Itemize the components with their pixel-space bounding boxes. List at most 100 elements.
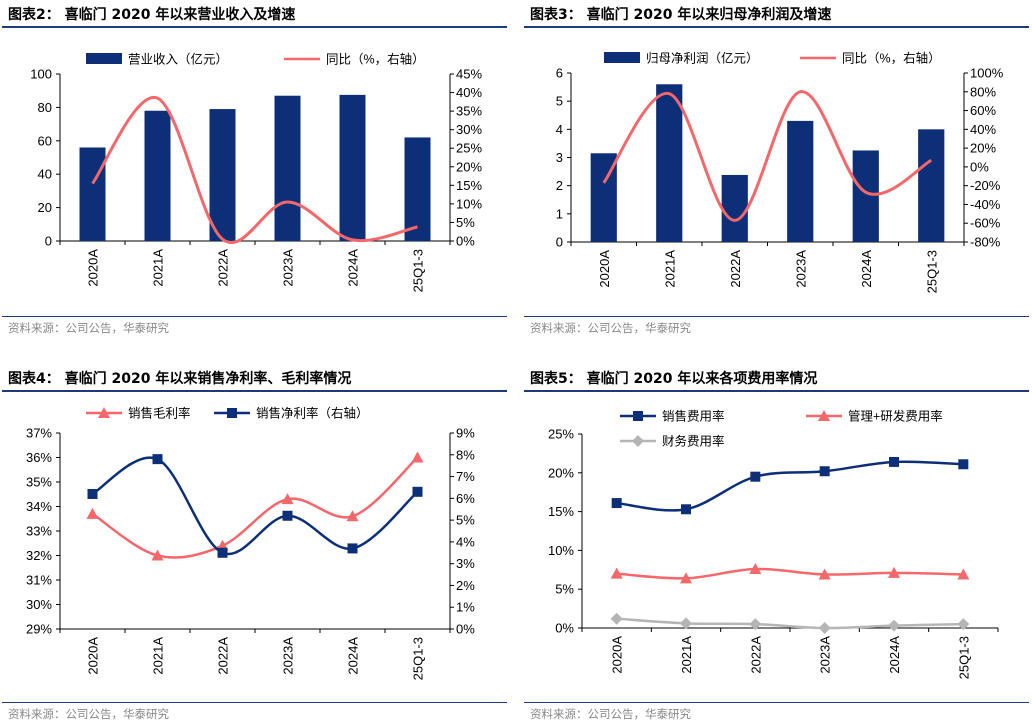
y-tick-label-right: -80% <box>970 235 1001 250</box>
bar <box>787 120 814 242</box>
legend-label: 管理+研发费用率 <box>848 409 943 424</box>
y-tick-label-right: 0% <box>456 622 475 637</box>
data-point-diamond <box>957 618 970 631</box>
y-tick-label-left: 37% <box>26 426 52 441</box>
data-point-diamond <box>610 612 623 625</box>
chart-panel-expense-ratios: 图表5： 喜临门 2020 年以来各项费用率情况 0% 5% 10% 15% 20% 25… <box>524 364 1032 721</box>
legend-marker <box>818 410 830 421</box>
y-tick-label-right: 2% <box>456 578 475 593</box>
y-tick-label-left: 0% <box>555 621 574 636</box>
x-tick-label: 2023A <box>793 250 808 288</box>
y-tick-label-right: 8% <box>456 447 475 462</box>
legend-label: 归母净利润（亿元） <box>646 51 759 66</box>
source-rule <box>524 702 1029 703</box>
y-tick-label-right: 7% <box>456 469 475 484</box>
y-tick-label-right: 0% <box>456 234 475 249</box>
data-point-square <box>611 498 622 509</box>
x-tick-label: 25Q1-3 <box>411 637 426 680</box>
chart-panel-net-profit: 图表3： 喜临门 2020 年以来归母净利润及增速 0 1 2 3 4 5 6 -80% -60… <box>524 0 1032 350</box>
bar <box>852 150 879 242</box>
data-point-square <box>152 454 163 465</box>
x-tick-label: 2020A <box>86 249 101 287</box>
source-rule <box>524 316 1029 317</box>
x-tick-label: 2020A <box>610 636 625 674</box>
y-tick-label-left: 36% <box>26 450 52 465</box>
y-tick-label-right: 40% <box>456 85 482 100</box>
bar <box>721 174 748 242</box>
y-tick-label-left: 100 <box>30 67 52 82</box>
data-point-triangle <box>957 568 970 580</box>
x-tick-label: 2021A <box>662 250 677 288</box>
y-tick-label-right: 4% <box>456 534 475 549</box>
data-point-triangle <box>281 493 294 505</box>
line-series-1 <box>616 567 964 580</box>
legend-label: 销售费用率 <box>662 409 725 424</box>
y-tick-label-right: 60% <box>970 103 996 118</box>
data-point-triangle <box>151 549 164 561</box>
line-series-0 <box>616 460 964 512</box>
source-rule <box>2 316 507 317</box>
y-tick-label-right: 1% <box>456 600 475 615</box>
chart-title: 图表4： 喜临门 2020 年以来销售净利率、毛利率情况 <box>8 371 352 387</box>
y-tick-label-left: 34% <box>26 499 52 514</box>
y-tick-label-left: 15% <box>548 504 574 519</box>
y-tick-label-right: 25% <box>456 141 482 156</box>
y-tick-label-left: 32% <box>26 548 52 563</box>
y-tick-label-right: -60% <box>970 216 1001 231</box>
legend-label: 财务费用率 <box>662 434 725 449</box>
y-tick-label-left: 35% <box>26 475 52 490</box>
y-tick-label-left: 5% <box>555 582 574 597</box>
y-tick-label-right: -40% <box>970 197 1001 212</box>
line-series-0 <box>91 456 419 559</box>
x-tick-label: 2021A <box>151 637 166 675</box>
y-tick-label-left: 31% <box>26 573 52 588</box>
data-point-diamond <box>749 618 762 631</box>
y-tick-label-right: 40% <box>970 122 996 137</box>
y-tick-label-left: 20 <box>38 200 52 215</box>
chart-panel-revenue: 图表2： 喜临门 2020 年以来营业收入及增速 0 20 40 60 80 100 0% 5… <box>2 0 512 350</box>
x-tick-label: 2022A <box>748 636 763 674</box>
y-tick-label-left: 5 <box>556 94 563 109</box>
data-point-square <box>412 486 423 497</box>
y-tick-label-right: 3% <box>456 556 475 571</box>
data-point-triangle <box>86 507 99 519</box>
bar <box>656 84 683 242</box>
data-point-square <box>819 466 830 477</box>
data-point-square <box>681 504 691 515</box>
y-tick-label-left: 29% <box>26 622 52 637</box>
y-tick-label-right: 5% <box>456 215 475 230</box>
x-tick-label: 2022A <box>216 637 231 675</box>
y-tick-label-left: 4 <box>556 122 563 137</box>
x-tick-label: 25Q1-3 <box>411 249 426 292</box>
data-point-triangle <box>818 568 831 580</box>
legend-marker <box>633 411 643 421</box>
y-tick-label-left: 0 <box>45 234 52 249</box>
line-series-yoy <box>91 96 418 244</box>
bar <box>274 95 301 242</box>
y-tick-label-right: 45% <box>456 67 482 82</box>
legend-label: 销售净利率（右轴） <box>256 406 369 421</box>
x-tick-label: 25Q1-3 <box>924 250 939 293</box>
y-tick-label-left: 3 <box>556 150 563 165</box>
x-tick-label: 2021A <box>679 636 694 674</box>
data-point-square <box>958 459 969 470</box>
source-note: 资料来源：公司公告，华泰研究 <box>8 707 169 721</box>
bar <box>144 110 171 242</box>
data-point-square <box>87 488 98 499</box>
y-tick-label-right: 80% <box>970 84 996 99</box>
y-tick-label-left: 25% <box>548 427 574 442</box>
source-rule <box>2 702 507 703</box>
data-point-square <box>889 456 899 467</box>
x-tick-label: 2024A <box>346 249 361 287</box>
bar <box>918 129 945 242</box>
x-tick-label: 2020A <box>86 637 101 675</box>
y-tick-label-left: 0 <box>556 235 563 250</box>
y-tick-label-left: 30% <box>26 597 52 612</box>
y-tick-label-right: 20% <box>970 141 996 156</box>
y-tick-label-right: 35% <box>456 104 482 119</box>
y-tick-label-left: 33% <box>26 524 52 539</box>
y-tick-label-left: 20% <box>548 465 574 480</box>
data-point-triangle <box>411 451 424 463</box>
x-tick-label: 2024A <box>887 636 902 674</box>
chart-title: 图表3： 喜临门 2020 年以来归母净利润及增速 <box>530 7 832 23</box>
